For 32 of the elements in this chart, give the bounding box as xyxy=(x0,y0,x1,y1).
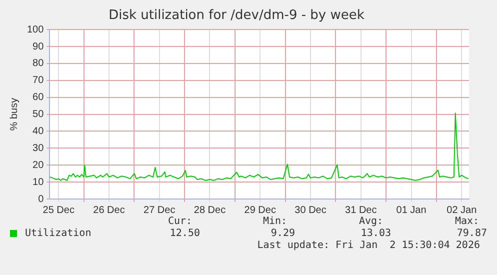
y-axis-title: % busy xyxy=(8,98,20,131)
y-tick-label: 60 xyxy=(32,92,44,104)
text: 79.87 xyxy=(456,228,487,239)
text: Cur: xyxy=(168,216,192,227)
y-tick-label: 80 xyxy=(32,58,44,70)
y-tick-label: 100 xyxy=(26,24,44,36)
text: 9.29 xyxy=(270,228,295,239)
text: 13.03 xyxy=(360,228,391,239)
x-tick-label: 30 Dec xyxy=(294,204,326,216)
y-tick-label: 30 xyxy=(32,142,44,154)
y-tick-label: 40 xyxy=(32,126,44,137)
y-tick-label: 70 xyxy=(32,75,44,86)
text: Max: xyxy=(455,216,480,227)
text: Min: xyxy=(263,216,288,227)
y-tick-label: 90 xyxy=(32,41,44,52)
x-tick-label: 25 Dec xyxy=(42,204,74,216)
chart-title: Disk utilization for /dev/dm-9 - by week xyxy=(108,8,365,24)
text: Avg: xyxy=(359,216,384,227)
text: Last update: Fri Jan 2 15:30:04 2026 xyxy=(257,240,480,251)
x-tick-label: 02 Jan xyxy=(446,204,477,216)
legend-label: Utilization xyxy=(24,228,92,239)
y-tick-label: 50 xyxy=(32,109,44,120)
y-tick-label: 20 xyxy=(32,160,44,171)
x-tick-label: 28 Dec xyxy=(194,204,226,216)
x-tick-label: 01 Jan xyxy=(396,204,426,216)
y-tick-label: 0 xyxy=(38,194,44,205)
text: 12.50 xyxy=(168,228,200,239)
x-tick-label: 29 Dec xyxy=(244,204,276,216)
x-tick-label: 26 Dec xyxy=(93,204,125,216)
x-tick-label: 27 Dec xyxy=(144,204,176,216)
y-tick-label: 10 xyxy=(32,176,44,188)
x-tick-label: 31 Dec xyxy=(345,204,377,216)
